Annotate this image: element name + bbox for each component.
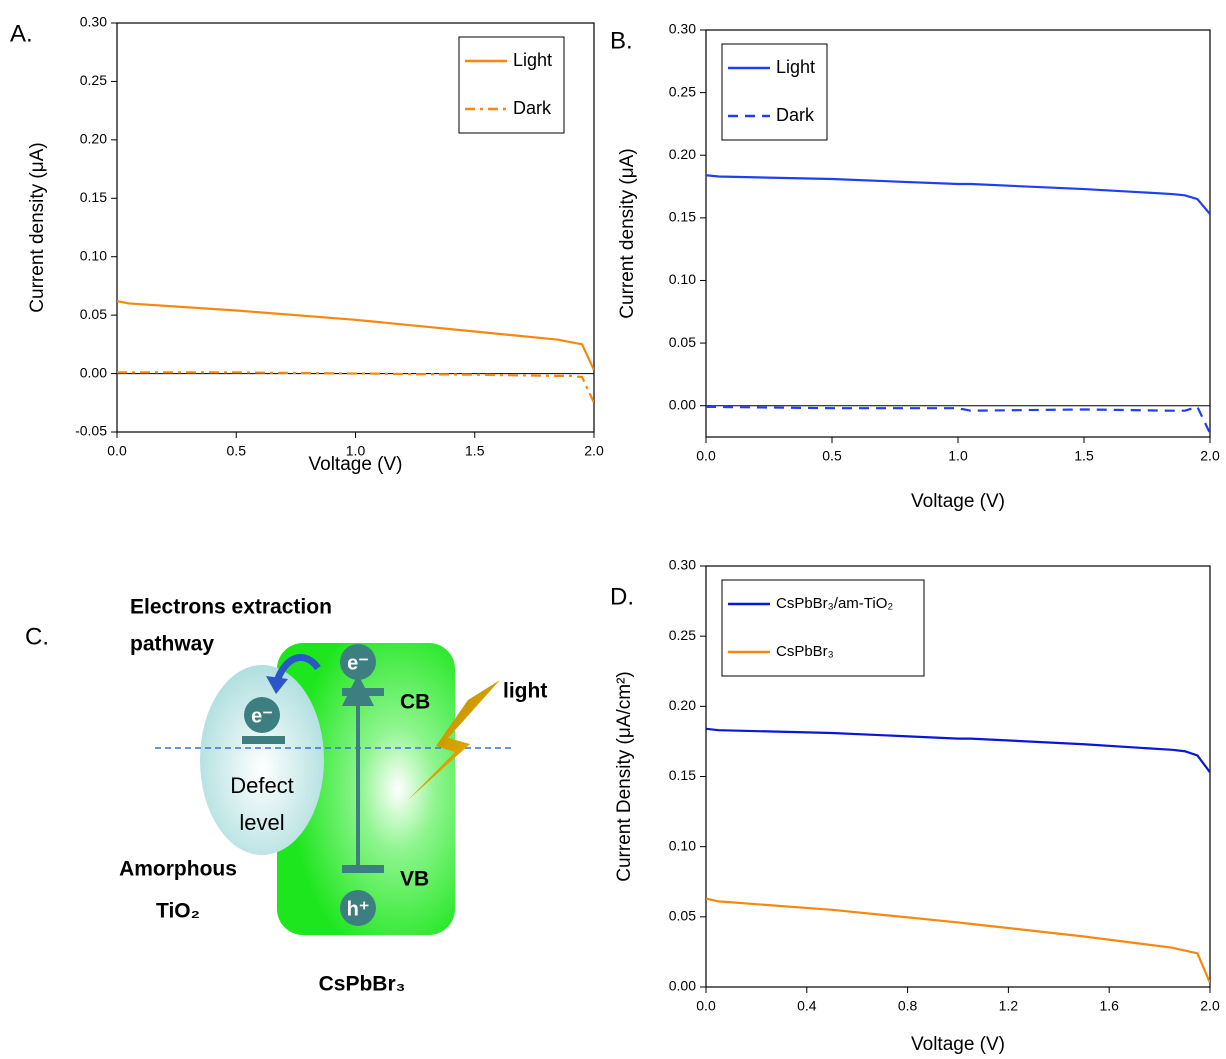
y-tick-label: 0.15 bbox=[80, 189, 107, 205]
y-tick-label: 0.15 bbox=[669, 209, 696, 225]
x-tick-label: 2.0 bbox=[1200, 448, 1220, 464]
y-tick-label: 0.15 bbox=[669, 767, 696, 783]
y-tick-label: 0.00 bbox=[80, 364, 107, 380]
y-tick-label: -0.05 bbox=[75, 423, 107, 439]
y-tick-label: 0.05 bbox=[80, 306, 107, 322]
legend-label: CsPbBr₃/am-TiO₂ bbox=[776, 595, 893, 612]
series-line bbox=[117, 372, 594, 402]
electron-label: e⁻ bbox=[347, 652, 369, 674]
y-tick-label: 0.05 bbox=[669, 334, 696, 350]
amorphous-label: Amorphous bbox=[119, 858, 237, 881]
x-tick-label: 0.0 bbox=[107, 443, 127, 459]
diagram-title: pathway bbox=[130, 633, 214, 656]
y-tick-label: 0.10 bbox=[669, 271, 696, 287]
x-axis-label: Voltage (V) bbox=[911, 491, 1005, 512]
legend-label: Dark bbox=[776, 105, 815, 125]
y-tick-label: 0.30 bbox=[80, 14, 107, 30]
x-axis-label: Voltage (V) bbox=[309, 454, 403, 475]
hole-label: h⁺ bbox=[347, 898, 370, 920]
legend-label: Light bbox=[513, 50, 552, 70]
legend-label: CsPbBr₃ bbox=[776, 643, 834, 660]
figure: C. Electrons extraction pathway e⁻ e⁻ h⁺… bbox=[0, 0, 1226, 1059]
x-tick-label: 1.0 bbox=[948, 448, 968, 464]
panel-label: A. bbox=[10, 20, 33, 47]
cb-label: CB bbox=[400, 691, 430, 714]
x-tick-label: 0.8 bbox=[898, 998, 918, 1014]
legend-label: Dark bbox=[513, 98, 552, 118]
panel-label: D. bbox=[610, 583, 634, 610]
y-tick-label: 0.00 bbox=[669, 978, 696, 994]
y-tick-label: 0.25 bbox=[669, 83, 696, 99]
x-tick-label: 2.0 bbox=[1200, 998, 1220, 1014]
panel-label: C. bbox=[25, 623, 49, 650]
y-axis-label: Current density (μA) bbox=[617, 148, 638, 318]
x-tick-label: 0.5 bbox=[822, 448, 842, 464]
y-axis-label: Current Density (μA/cm²) bbox=[614, 671, 635, 881]
x-tick-label: 1.5 bbox=[1074, 448, 1094, 464]
y-tick-label: 0.20 bbox=[80, 131, 107, 147]
light-label: light bbox=[503, 680, 547, 703]
y-tick-label: 0.20 bbox=[669, 146, 696, 162]
perovskite-label: CsPbBr₃ bbox=[319, 973, 406, 996]
y-tick-label: 0.10 bbox=[669, 837, 696, 853]
y-tick-label: 0.05 bbox=[669, 908, 696, 924]
x-tick-label: 0.5 bbox=[227, 443, 247, 459]
y-tick-label: 0.25 bbox=[80, 72, 107, 88]
amorphous-label: TiO₂ bbox=[156, 900, 200, 923]
y-tick-label: 0.20 bbox=[669, 697, 696, 713]
x-tick-label: 0.0 bbox=[696, 998, 716, 1014]
x-tick-label: 0.4 bbox=[797, 998, 817, 1014]
panel-label: B. bbox=[610, 27, 633, 54]
diagram-title: Electrons extraction bbox=[130, 596, 332, 619]
electron-label: e⁻ bbox=[251, 705, 273, 727]
vb-label: VB bbox=[400, 868, 429, 891]
y-tick-label: 0.00 bbox=[669, 396, 696, 412]
y-axis-label: Current density (μA) bbox=[27, 142, 48, 312]
x-tick-label: 1.2 bbox=[999, 998, 1019, 1014]
x-tick-label: 0.0 bbox=[696, 448, 716, 464]
x-tick-label: 1.6 bbox=[1099, 998, 1119, 1014]
series-line bbox=[706, 729, 1210, 773]
defect-label: Defect bbox=[230, 773, 294, 798]
y-tick-label: 0.25 bbox=[669, 627, 696, 643]
series-line bbox=[117, 301, 594, 370]
x-tick-label: 1.5 bbox=[465, 443, 485, 459]
series-line bbox=[706, 407, 1210, 433]
defect-label: level bbox=[239, 810, 284, 835]
series-line bbox=[706, 175, 1210, 214]
legend-label: Light bbox=[776, 57, 815, 77]
diagram-c: C. Electrons extraction pathway e⁻ e⁻ h⁺… bbox=[25, 596, 547, 996]
x-tick-label: 2.0 bbox=[584, 443, 604, 459]
series-line bbox=[706, 899, 1210, 983]
y-tick-label: 0.30 bbox=[669, 21, 696, 37]
x-axis-label: Voltage (V) bbox=[911, 1034, 1005, 1055]
y-tick-label: 0.10 bbox=[80, 247, 107, 263]
y-tick-label: 0.30 bbox=[669, 557, 696, 573]
